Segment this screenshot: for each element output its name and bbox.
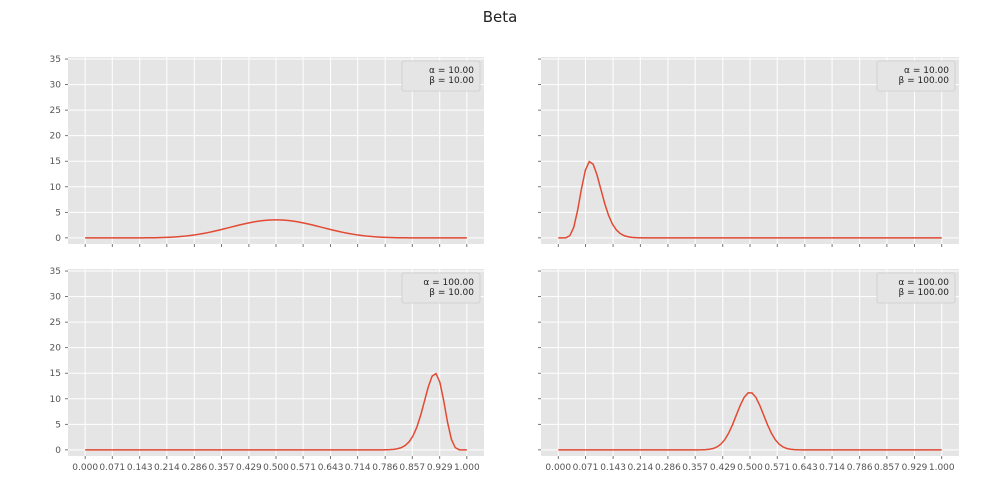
figure-title: Beta [482, 8, 518, 26]
x-tick-label: 0.714 [819, 463, 845, 473]
x-tick-label: 0.000 [72, 463, 98, 473]
x-tick-label: 0.357 [209, 463, 235, 473]
x-tick-label: 0.714 [345, 463, 371, 473]
y-tick-label: 30 [50, 81, 62, 91]
x-tick-label: 0.286 [181, 463, 207, 473]
x-tick-label: 0.214 [154, 463, 180, 473]
x-tick-label: 0.286 [655, 463, 681, 473]
y-tick-label: 30 [50, 293, 62, 303]
series-line-beta-pdf [85, 219, 467, 239]
y-tick-label: 35 [50, 267, 61, 277]
legend-entry: β = 10.00 [429, 76, 474, 86]
legend-entry: α = 10.00 [429, 66, 474, 76]
x-tick-label: 0.071 [573, 463, 599, 473]
legend-entry: β = 100.00 [899, 76, 950, 86]
x-tick-label: 0.643 [318, 463, 344, 473]
subplot-2: α = 10.00β = 100.00 [538, 57, 959, 247]
y-tick-label: 0 [55, 234, 61, 244]
y-tick-label: 5 [55, 208, 61, 218]
legend: α = 100.00β = 100.00 [876, 272, 956, 304]
y-tick-label: 0 [55, 446, 61, 456]
subplot-1: 0 5 10 15 20 25 30 35 α = 10.00β = 10.00 [50, 55, 484, 247]
x-tick-label: 0.214 [627, 463, 653, 473]
x-tick-label: 0.857 [399, 463, 425, 473]
y-tick-label: 20 [50, 344, 62, 354]
legend-entry: α = 10.00 [904, 66, 949, 76]
x-tick-label: 1.000 [929, 463, 955, 473]
x-tick-label: 0.143 [127, 463, 153, 473]
x-tick-label: 0.571 [764, 463, 790, 473]
x-tick-label: 0.357 [682, 463, 708, 473]
x-tick-label: 0.500 [263, 463, 289, 473]
y-tick-label: 10 [50, 183, 62, 193]
legend-box [401, 272, 481, 304]
x-tick-label: 0.500 [737, 463, 763, 473]
x-tick-label: 0.643 [792, 463, 818, 473]
y-tick-label: 10 [50, 395, 62, 405]
x-tick-label: 0.857 [874, 463, 900, 473]
series-line-beta-pdf [85, 372, 467, 451]
legend: α = 10.00β = 10.00 [401, 60, 481, 92]
legend-box [401, 60, 481, 92]
legend: α = 100.00β = 10.00 [401, 272, 481, 304]
x-tick-label: 0.786 [372, 463, 398, 473]
x-tick-label: 0.929 [902, 463, 928, 473]
legend-entry: β = 10.00 [429, 288, 474, 298]
y-tick-label: 25 [50, 106, 61, 116]
x-tick-label: 0.571 [290, 463, 316, 473]
legend-entry: α = 100.00 [898, 278, 949, 288]
x-tick-label: 0.929 [427, 463, 453, 473]
x-tick-label: 0.000 [545, 463, 571, 473]
x-tick-label: 0.786 [847, 463, 873, 473]
y-tick-label: 35 [50, 55, 61, 65]
y-tick-label: 15 [50, 157, 61, 167]
legend-entry: β = 100.00 [899, 288, 950, 298]
y-tick-label: 5 [55, 420, 61, 430]
y-tick-label: 15 [50, 369, 61, 379]
y-tick-label: 20 [50, 132, 62, 142]
x-tick-label: 0.071 [99, 463, 125, 473]
x-tick-label: 1.000 [454, 463, 480, 473]
y-tick-label: 25 [50, 318, 61, 328]
x-tick-label: 0.429 [710, 463, 736, 473]
subplot-3: 0.000 0.071 0.143 0.214 0.286 0.357 0.429 0.500… [50, 267, 484, 473]
x-tick-label: 0.429 [236, 463, 262, 473]
legend-box [876, 60, 956, 92]
legend: α = 10.00β = 100.00 [876, 60, 956, 92]
legend-box [876, 272, 956, 304]
series-line-beta-pdf [558, 160, 942, 239]
legend-entry: α = 100.00 [423, 278, 474, 288]
subplot-4: 0.000 0.071 0.143 0.214 0.286 0.357 0.429 0.500… [538, 269, 959, 473]
series-line-beta-pdf [558, 392, 942, 451]
x-tick-label: 0.143 [600, 463, 626, 473]
